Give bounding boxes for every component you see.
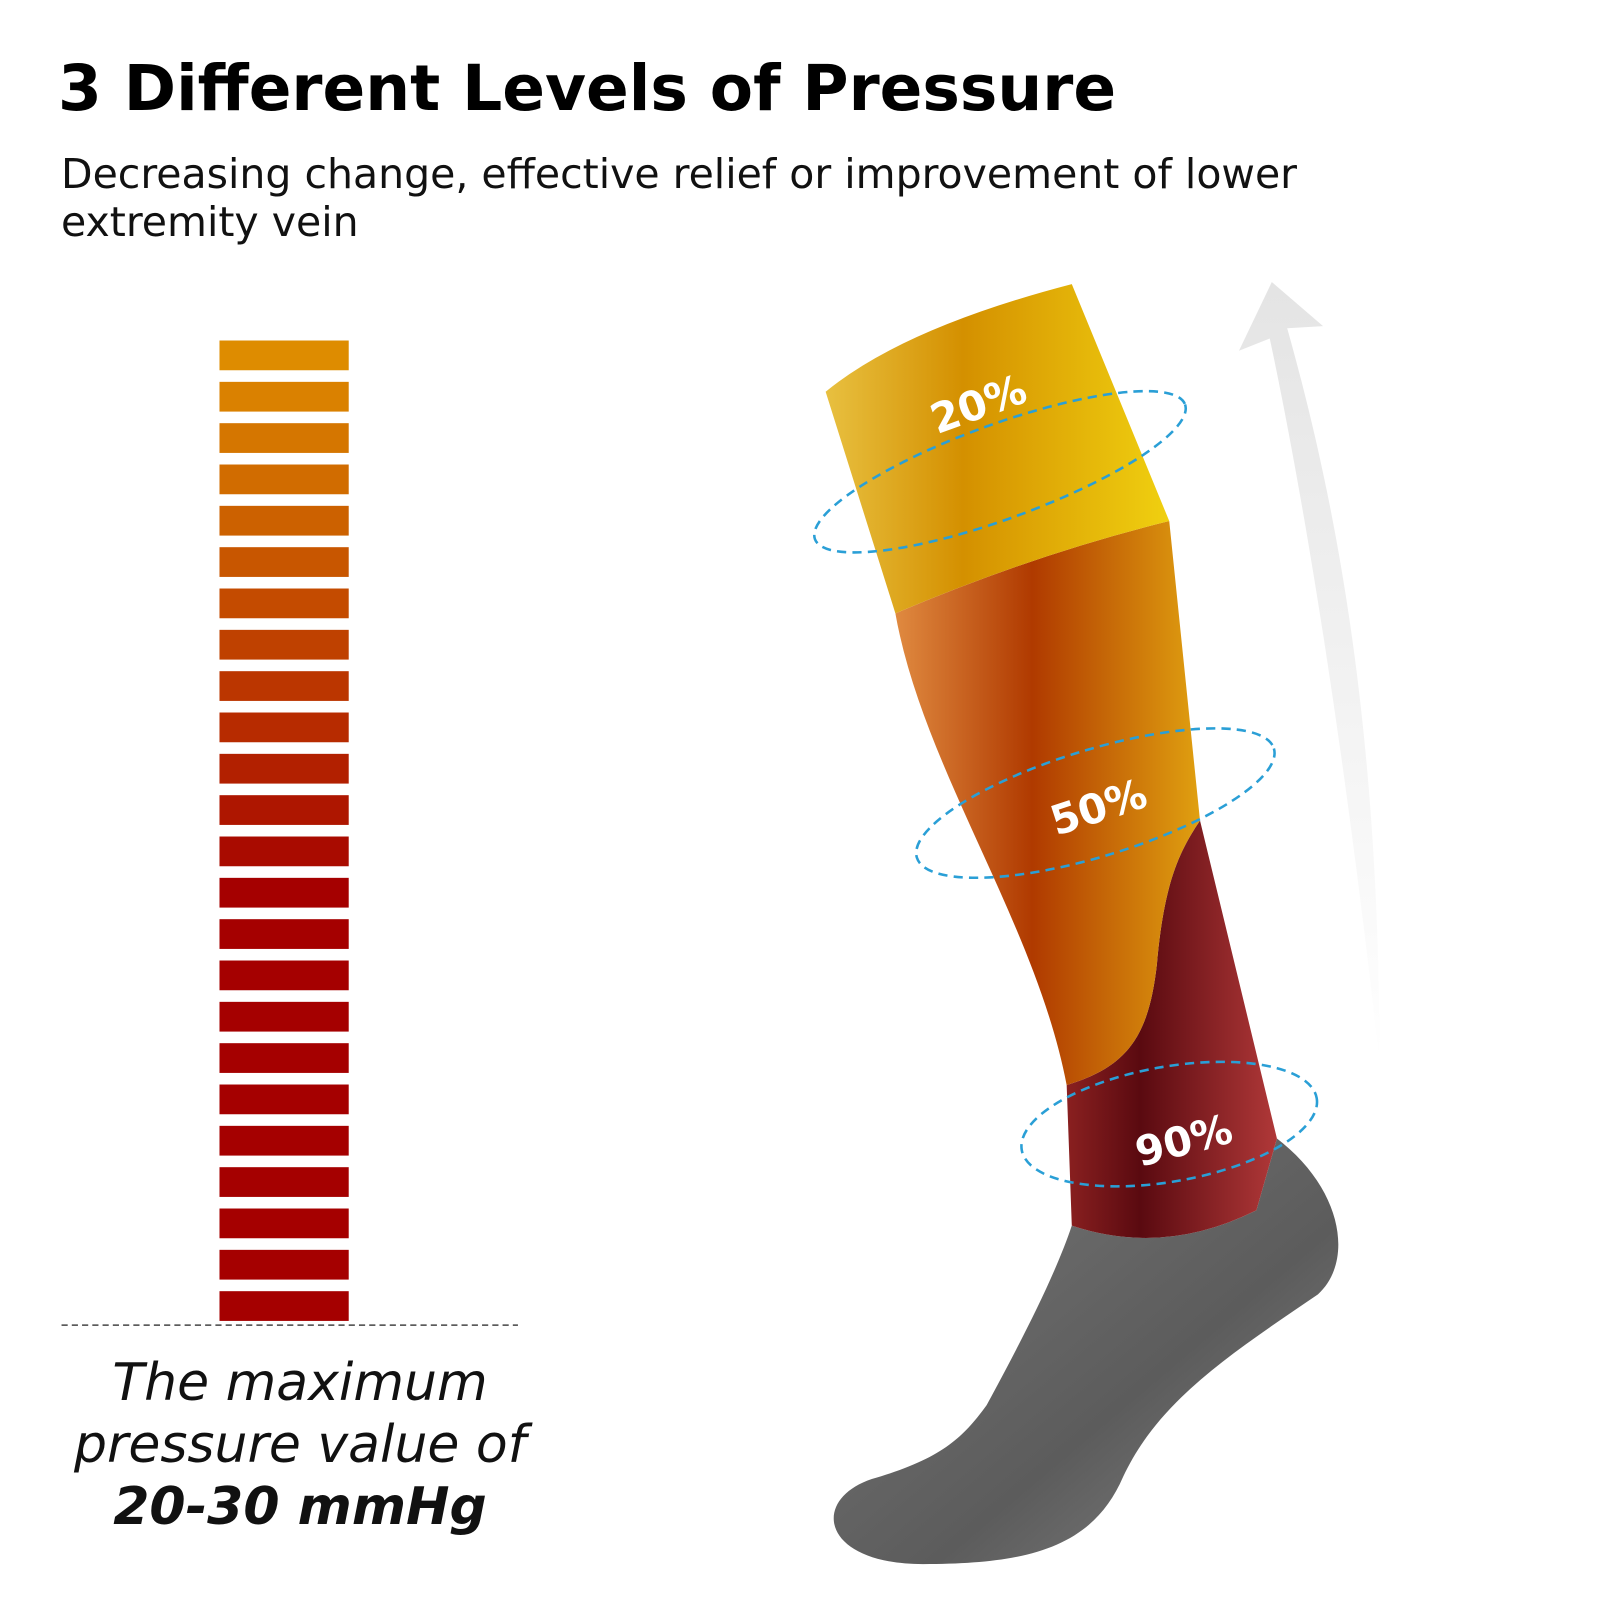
pressure-ring	[1020, 1060, 1319, 1188]
gauge-bar	[219, 340, 349, 371]
gauge-bar	[219, 1001, 349, 1032]
sock-foot	[833, 1138, 1339, 1565]
gauge-bar	[219, 795, 349, 825]
caption-text: The maximum pressure value of	[73, 1353, 527, 1475]
gauge-bar	[219, 588, 349, 619]
caption-value: 20-30 mmHg	[113, 1477, 487, 1537]
gauge-bar	[219, 1249, 349, 1280]
sock-top	[825, 284, 1170, 614]
gauge-bar	[219, 505, 349, 536]
gauge-bar	[219, 629, 349, 660]
gauge-bar	[219, 547, 349, 577]
subtitle: Decreasing change, effective relief or i…	[61, 150, 1298, 246]
title: 3 Different Levels of Pressure	[58, 52, 1117, 125]
gauge-bar	[219, 381, 349, 412]
gauge-bar	[219, 1043, 349, 1073]
pressure-gauge	[219, 340, 349, 1321]
sock-ankle	[1066, 820, 1277, 1238]
gauge-bar	[219, 671, 349, 701]
gauge-bar	[219, 464, 349, 495]
sock-calf	[895, 521, 1200, 1086]
gauge-bar	[219, 1291, 349, 1321]
gauge-bar	[219, 712, 349, 743]
gauge-bar	[219, 423, 349, 453]
gauge-bar	[219, 1084, 349, 1115]
gauge-bar	[219, 1125, 349, 1156]
gauge-bar	[219, 1167, 349, 1197]
pressure-ring	[914, 727, 1276, 880]
gauge-bar	[219, 753, 349, 784]
arrow	[1238, 282, 1380, 1062]
gauge-bar	[219, 877, 349, 908]
gauge-bar	[219, 836, 349, 867]
gauge-bar	[219, 960, 349, 991]
caption: The maximum pressure value of 20-30 mmHg	[50, 1352, 550, 1538]
gauge-bar	[219, 1208, 349, 1239]
gauge-bar	[219, 919, 349, 949]
